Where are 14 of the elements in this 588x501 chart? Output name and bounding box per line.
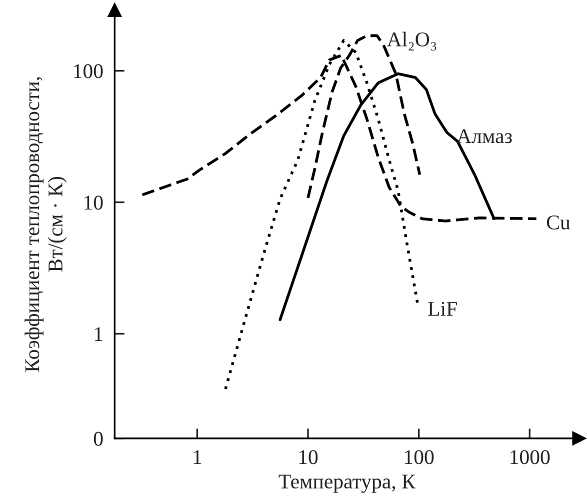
y-axis-title: Коэффициент теплопроводности, Вт/(см · К): [24, 77, 67, 372]
y-tick-label: 10: [84, 196, 103, 210]
annotation: Al₂O₃: [386, 32, 436, 51]
annotation: Cu: [546, 215, 570, 230]
y-tick-label: 1: [94, 327, 102, 341]
x-tick-label: 10: [299, 450, 318, 464]
x-tick-label: 1: [194, 450, 202, 464]
x-tick-label: 1000: [510, 450, 550, 464]
x-axis-title: Температура, К: [278, 474, 416, 493]
annotation: LiF: [428, 302, 457, 316]
y-tick-label: 100: [74, 64, 103, 78]
annotation: Алмаз: [456, 129, 512, 144]
y-tick-label: 0: [94, 432, 103, 446]
x-tick-label: 100: [405, 450, 434, 464]
